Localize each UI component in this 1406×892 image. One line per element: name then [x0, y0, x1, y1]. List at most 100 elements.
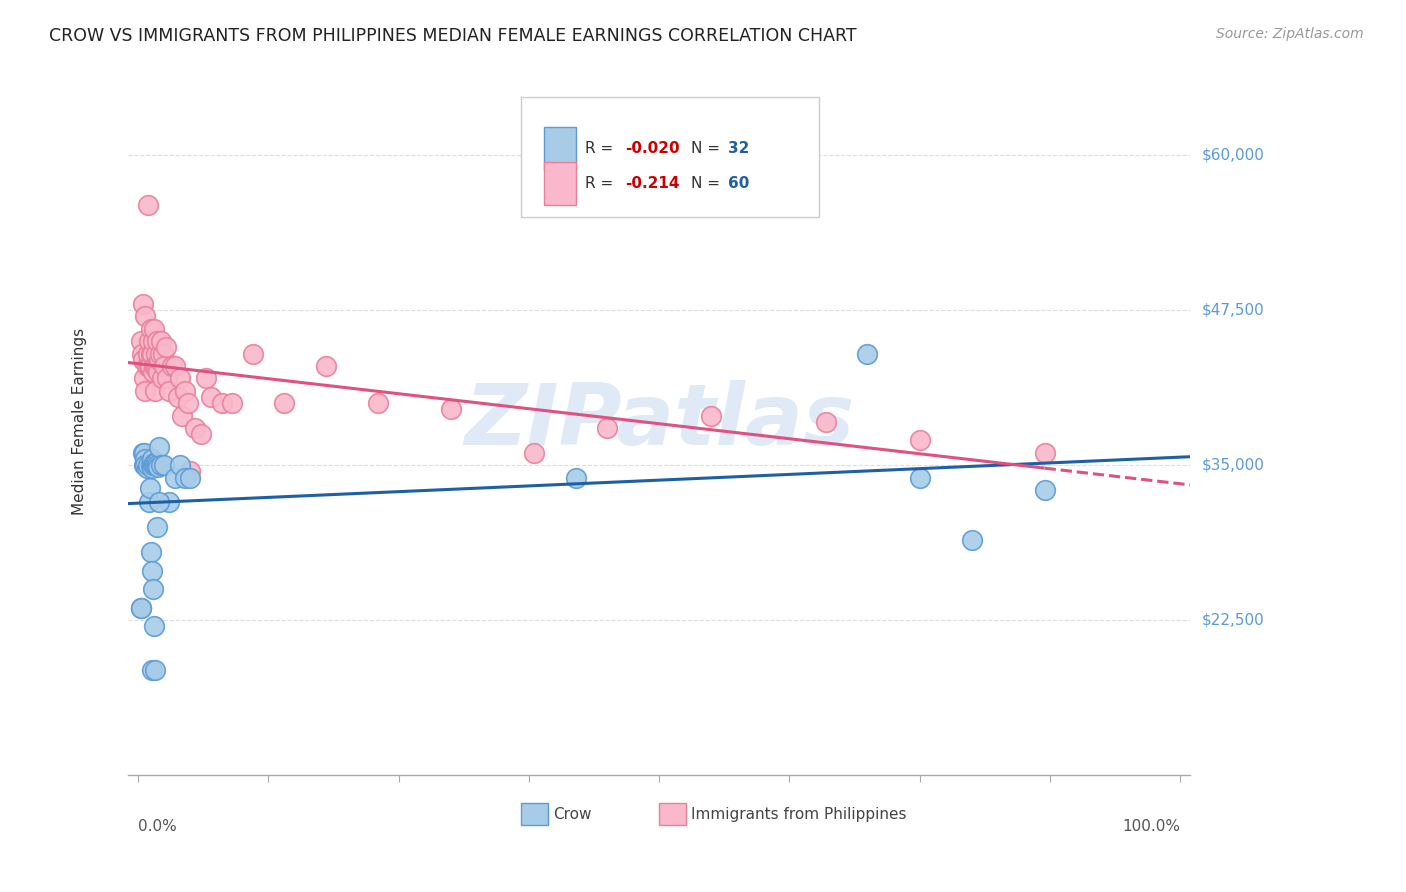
- Point: [142, 334, 165, 349]
- Point: [143, 458, 166, 473]
- Point: [177, 396, 200, 410]
- Point: [136, 347, 159, 361]
- Point: [565, 470, 588, 484]
- Text: 32: 32: [728, 141, 749, 156]
- Point: [132, 352, 155, 367]
- Point: [141, 452, 163, 467]
- Text: N =: N =: [690, 141, 725, 156]
- Point: [131, 600, 153, 615]
- Point: [150, 371, 173, 385]
- Point: [908, 470, 931, 484]
- Point: [153, 458, 176, 473]
- Point: [160, 359, 183, 373]
- Point: [142, 458, 165, 473]
- Point: [169, 458, 191, 473]
- Point: [143, 384, 166, 398]
- Point: [179, 465, 201, 479]
- Point: [145, 347, 167, 361]
- Point: [1033, 446, 1056, 460]
- Point: [700, 409, 723, 423]
- Point: [146, 359, 169, 373]
- Point: [200, 390, 222, 404]
- Point: [132, 446, 155, 460]
- Point: [139, 458, 162, 473]
- Text: R =: R =: [585, 141, 617, 156]
- Point: [138, 359, 160, 373]
- Point: [139, 322, 162, 336]
- Point: [146, 365, 169, 379]
- Point: [1033, 483, 1056, 497]
- Point: [156, 371, 179, 385]
- Point: [523, 446, 546, 460]
- Text: $47,500: $47,500: [1202, 302, 1264, 318]
- Point: [960, 533, 983, 547]
- Point: [174, 470, 197, 484]
- Point: [134, 384, 156, 398]
- Point: [145, 456, 167, 470]
- Point: [596, 421, 619, 435]
- Point: [141, 347, 163, 361]
- Point: [134, 446, 156, 460]
- Point: [131, 334, 153, 349]
- Point: [211, 396, 233, 410]
- Text: $60,000: $60,000: [1202, 148, 1264, 163]
- Text: CROW VS IMMIGRANTS FROM PHILIPPINES MEDIAN FEMALE EARNINGS CORRELATION CHART: CROW VS IMMIGRANTS FROM PHILIPPINES MEDI…: [49, 27, 856, 45]
- Point: [138, 359, 160, 373]
- Point: [170, 409, 193, 423]
- FancyBboxPatch shape: [522, 97, 818, 217]
- Text: 60: 60: [728, 176, 749, 191]
- Point: [169, 371, 191, 385]
- Point: [136, 198, 159, 212]
- Point: [179, 470, 201, 484]
- Point: [315, 359, 337, 373]
- Text: Source: ZipAtlas.com: Source: ZipAtlas.com: [1216, 27, 1364, 41]
- Point: [814, 415, 837, 429]
- Text: $35,000: $35,000: [1202, 458, 1264, 473]
- Point: [134, 458, 156, 473]
- Point: [146, 334, 169, 349]
- Point: [163, 470, 186, 484]
- Text: -0.020: -0.020: [626, 141, 679, 156]
- Point: [273, 396, 295, 410]
- Point: [148, 352, 170, 367]
- Point: [142, 582, 165, 597]
- Point: [138, 495, 160, 509]
- Text: 100.0%: 100.0%: [1122, 819, 1180, 834]
- Point: [146, 459, 169, 474]
- Point: [367, 396, 389, 410]
- Point: [150, 334, 173, 349]
- Point: [134, 371, 156, 385]
- Text: Immigrants from Philippines: Immigrants from Philippines: [690, 806, 907, 822]
- Point: [134, 458, 156, 473]
- FancyBboxPatch shape: [544, 162, 576, 204]
- Point: [138, 334, 160, 349]
- Text: N =: N =: [690, 176, 725, 191]
- Point: [134, 452, 156, 467]
- Point: [155, 341, 177, 355]
- Point: [141, 460, 163, 475]
- FancyBboxPatch shape: [659, 803, 686, 825]
- Point: [135, 359, 157, 373]
- Point: [138, 481, 160, 495]
- Point: [166, 390, 188, 404]
- Point: [152, 347, 174, 361]
- Point: [131, 600, 153, 615]
- Text: Crow: Crow: [553, 806, 592, 822]
- Text: Median Female Earnings: Median Female Earnings: [73, 328, 87, 516]
- Point: [148, 440, 170, 454]
- Text: -0.214: -0.214: [626, 176, 679, 191]
- FancyBboxPatch shape: [522, 803, 547, 825]
- Point: [146, 520, 169, 534]
- Point: [142, 365, 165, 379]
- Point: [856, 347, 879, 361]
- Point: [141, 564, 163, 578]
- Point: [143, 359, 166, 373]
- Point: [184, 421, 207, 435]
- Point: [159, 495, 181, 509]
- FancyBboxPatch shape: [544, 128, 576, 169]
- Text: R =: R =: [585, 176, 617, 191]
- Point: [194, 371, 217, 385]
- Point: [142, 456, 165, 470]
- Point: [139, 545, 162, 559]
- Point: [141, 663, 163, 677]
